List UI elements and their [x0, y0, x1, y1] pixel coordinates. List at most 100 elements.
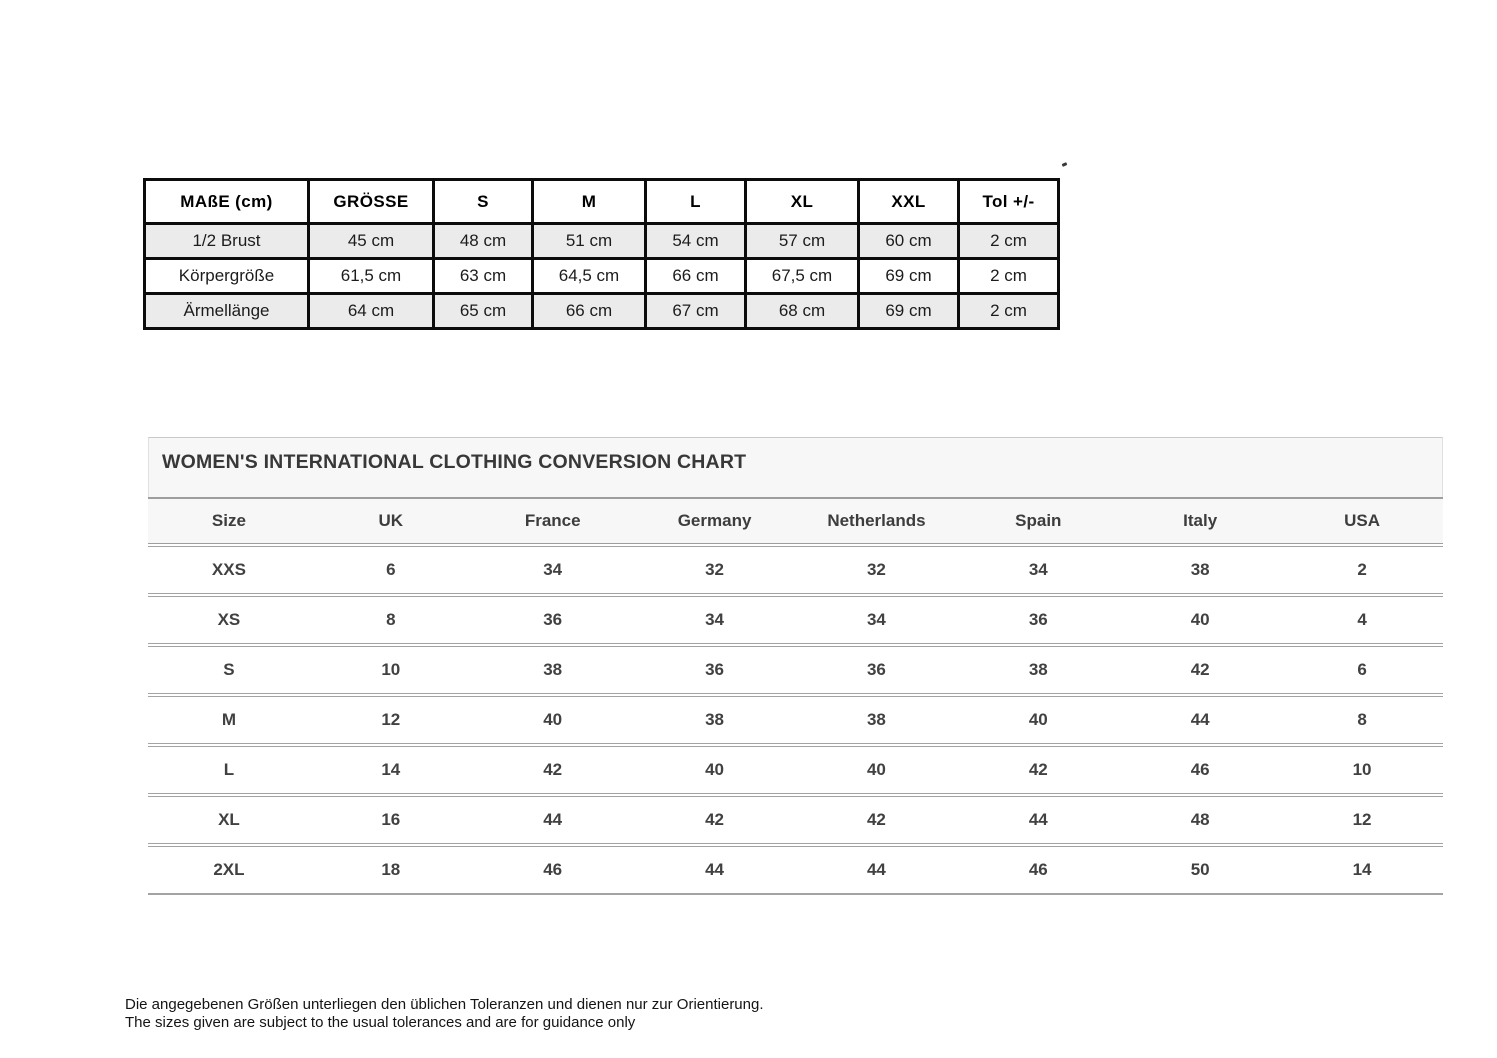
disclaimer-english: The sizes given are subject to the usual… [125, 1013, 636, 1031]
size-table-row-brust: 1/2 Brust 45 cm 48 cm 51 cm 54 cm 57 cm … [143, 222, 1060, 260]
cell: 44 [957, 796, 1120, 844]
cell: 48 [1119, 796, 1282, 844]
conv-row-m: M 12 40 38 38 40 44 8 [148, 696, 1443, 744]
size-label: XS [148, 596, 310, 644]
cell: 54 cm [644, 222, 747, 260]
cell: 38 [633, 696, 796, 744]
cell: 69 cm [857, 292, 960, 330]
cell: 34 [471, 546, 634, 594]
conv-header-italy: Italy [1119, 497, 1282, 544]
cell: 12 [1281, 796, 1443, 844]
conv-row-xxs: XXS 6 34 32 32 34 38 2 [148, 546, 1443, 594]
cell: 38 [1119, 546, 1282, 594]
size-table-header-groesse: GRÖSSE [307, 178, 435, 225]
size-label: 2XL [148, 846, 310, 895]
size-label: L [148, 746, 310, 794]
cell: 14 [309, 746, 472, 794]
conv-header-size: Size [148, 497, 310, 544]
cell: 44 [633, 846, 796, 895]
cell: 67,5 cm [744, 257, 860, 295]
cell: 42 [471, 746, 634, 794]
cell: 6 [309, 546, 472, 594]
cell: 67 cm [644, 292, 747, 330]
size-table-row-koerpergroesse: Körpergröße 61,5 cm 63 cm 64,5 cm 66 cm … [143, 257, 1060, 295]
cell: 40 [795, 746, 958, 794]
cell: 40 [633, 746, 796, 794]
cell: 42 [957, 746, 1120, 794]
cell: 66 cm [644, 257, 747, 295]
size-table-header-row: MAßE (cm) GRÖSSE S M L XL XXL Tol +/- [143, 178, 1060, 225]
conversion-chart-header-row: Size UK France Germany Netherlands Spain… [148, 497, 1443, 544]
cell: 32 [795, 546, 958, 594]
cell: 32 [633, 546, 796, 594]
cell: 34 [633, 596, 796, 644]
cell: 36 [633, 646, 796, 694]
cell: 38 [795, 696, 958, 744]
row-label: Ärmellänge [143, 292, 310, 330]
size-measurements-table: MAßE (cm) GRÖSSE S M L XL XXL Tol +/- 1/… [143, 178, 1060, 330]
cell: 44 [471, 796, 634, 844]
size-table-header-xl: XL [744, 178, 860, 225]
stray-dot-mark [1061, 162, 1068, 167]
cell: 64 cm [307, 292, 435, 330]
cell: 60 cm [857, 222, 960, 260]
size-table-header-s: S [432, 178, 534, 225]
size-label: M [148, 696, 310, 744]
cell: 36 [795, 646, 958, 694]
cell: 2 cm [957, 257, 1060, 295]
cell: 45 cm [307, 222, 435, 260]
cell: 2 cm [957, 292, 1060, 330]
cell: 46 [957, 846, 1120, 895]
cell: 44 [795, 846, 958, 895]
cell: 66 cm [531, 292, 647, 330]
cell: 61,5 cm [307, 257, 435, 295]
conv-row-s: S 10 38 36 36 38 42 6 [148, 646, 1443, 694]
conversion-chart-title: WOMEN'S INTERNATIONAL CLOTHING CONVERSIO… [162, 451, 747, 473]
size-table-header-masse: MAßE (cm) [143, 178, 310, 225]
conversion-chart-title-band: WOMEN'S INTERNATIONAL CLOTHING CONVERSIO… [148, 437, 1443, 497]
cell: 10 [309, 646, 472, 694]
cell: 36 [471, 596, 634, 644]
row-label: 1/2 Brust [143, 222, 310, 260]
cell: 2 cm [957, 222, 1060, 260]
cell: 57 cm [744, 222, 860, 260]
cell: 42 [1119, 646, 1282, 694]
cell: 50 [1119, 846, 1282, 895]
cell: 42 [795, 796, 958, 844]
size-table-header-xxl: XXL [857, 178, 960, 225]
cell: 51 cm [531, 222, 647, 260]
cell: 36 [957, 596, 1120, 644]
cell: 8 [309, 596, 472, 644]
size-table-header-l: L [644, 178, 747, 225]
cell: 64,5 cm [531, 257, 647, 295]
cell: 40 [471, 696, 634, 744]
cell: 42 [633, 796, 796, 844]
cell: 12 [309, 696, 472, 744]
size-table-header-tol: Tol +/- [957, 178, 1060, 225]
cell: 38 [957, 646, 1120, 694]
conv-header-germany: Germany [633, 497, 796, 544]
cell: 44 [1119, 696, 1282, 744]
conv-header-france: France [471, 497, 634, 544]
tolerance-disclaimer: Die angegebenen Größen unterliegen den ü… [125, 996, 764, 1031]
conv-header-usa: USA [1281, 497, 1443, 544]
cell: 65 cm [432, 292, 534, 330]
size-label: XXS [148, 546, 310, 594]
row-label: Körpergröße [143, 257, 310, 295]
cell: 4 [1281, 596, 1443, 644]
conv-header-spain: Spain [957, 497, 1120, 544]
size-table-row-aermellaenge: Ärmellänge 64 cm 65 cm 66 cm 67 cm 68 cm… [143, 292, 1060, 330]
cell: 40 [1119, 596, 1282, 644]
cell: 34 [795, 596, 958, 644]
conv-header-uk: UK [309, 497, 472, 544]
cell: 2 [1281, 546, 1443, 594]
cell: 18 [309, 846, 472, 895]
cell: 34 [957, 546, 1120, 594]
conversion-chart: WOMEN'S INTERNATIONAL CLOTHING CONVERSIO… [148, 437, 1443, 897]
cell: 46 [471, 846, 634, 895]
cell: 69 cm [857, 257, 960, 295]
cell: 68 cm [744, 292, 860, 330]
conv-row-xl: XL 16 44 42 42 44 48 12 [148, 796, 1443, 844]
cell: 10 [1281, 746, 1443, 794]
